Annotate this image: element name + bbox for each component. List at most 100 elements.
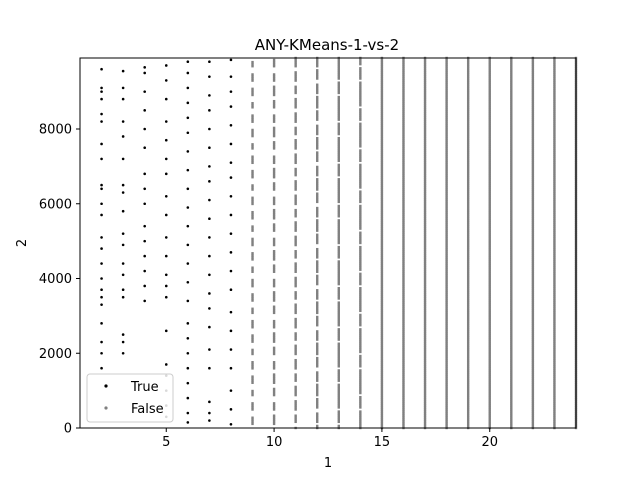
data-point-false (423, 116, 427, 119)
data-point-false (510, 313, 513, 317)
data-point-false (272, 293, 276, 296)
data-point-false (445, 188, 448, 191)
data-point-false (488, 204, 491, 208)
data-point-false (445, 398, 448, 401)
data-point-false (553, 321, 556, 325)
data-point-true (164, 138, 168, 142)
data-point-false (359, 130, 362, 134)
data-point-false (316, 295, 319, 298)
data-point-false (531, 237, 535, 241)
data-point-false (510, 422, 513, 426)
data-point-false (337, 389, 340, 393)
data-point-false (359, 85, 362, 88)
data-point-false (380, 247, 384, 251)
data-point-false (445, 274, 448, 278)
data-point-false (531, 293, 535, 296)
data-point-false (466, 264, 470, 267)
data-point-false (553, 334, 556, 337)
data-point-false (510, 227, 513, 230)
data-point-false (510, 358, 513, 362)
data-point-false (466, 414, 470, 417)
data-point-false (553, 202, 556, 206)
data-point-false (466, 180, 470, 183)
data-point-false (380, 188, 384, 191)
data-point-false (423, 184, 427, 187)
data-point-false (316, 414, 319, 417)
data-point-false (553, 352, 556, 356)
data-point-false (294, 153, 297, 156)
data-point-false (337, 363, 340, 366)
data-point-false (337, 223, 340, 226)
data-point-false (488, 120, 491, 123)
data-point-false (510, 381, 513, 384)
data-point-false (445, 381, 448, 384)
data-point-false (380, 178, 384, 181)
data-point-false (402, 252, 405, 255)
data-point-false (445, 169, 448, 173)
data-point-false (359, 422, 362, 426)
data-point-false (402, 344, 405, 347)
data-point-false (380, 363, 384, 366)
data-point-true (186, 187, 190, 191)
data-point-false (251, 173, 254, 177)
data-point-false (445, 83, 448, 86)
data-point-false (466, 60, 470, 64)
data-point-false (488, 58, 491, 62)
data-point-false (531, 139, 535, 142)
data-point-false (553, 309, 556, 313)
data-point-false (251, 210, 254, 214)
data-point-false (316, 350, 319, 354)
data-point-false (423, 112, 427, 115)
data-point-false (553, 65, 556, 68)
data-point-false (553, 252, 556, 255)
y-tick-label: 2000 (39, 347, 72, 362)
data-point-false (488, 87, 491, 91)
data-point-false (316, 126, 319, 130)
data-point-false (251, 102, 254, 105)
data-point-false (272, 307, 276, 310)
data-point-false (488, 266, 491, 269)
data-point-true (208, 75, 211, 78)
data-point-true (186, 421, 190, 424)
data-point-false (423, 206, 427, 210)
data-point-false (402, 317, 405, 321)
data-point-false (445, 424, 448, 428)
data-point-false (251, 65, 254, 68)
data-point-false (553, 155, 556, 158)
data-point-false (402, 62, 405, 66)
data-point-false (445, 363, 448, 366)
data-point-false (466, 391, 470, 395)
data-point-false (423, 406, 427, 409)
data-point-false (402, 104, 405, 107)
data-point-false (316, 215, 319, 218)
data-point-false (466, 155, 470, 158)
legend-marker-false (104, 406, 108, 410)
data-point-false (294, 173, 297, 177)
data-point-false (337, 361, 340, 364)
data-point-false (488, 85, 491, 88)
data-point-false (488, 252, 491, 255)
data-point-false (466, 171, 470, 175)
data-point-false (337, 289, 340, 292)
data-point-false (445, 268, 448, 271)
data-point-false (402, 188, 405, 191)
data-point-false (553, 180, 556, 183)
data-point-false (553, 149, 556, 152)
data-point-false (531, 153, 535, 156)
data-point-false (488, 95, 491, 99)
data-point-false (553, 420, 556, 424)
data-point-false (445, 217, 448, 220)
data-point-false (510, 383, 513, 387)
data-point-false (337, 186, 340, 189)
data-point-false (445, 293, 448, 296)
x-tick-label: 10 (266, 435, 283, 450)
data-point-false (423, 280, 427, 284)
data-point-false (337, 293, 340, 296)
data-point-false (553, 295, 556, 298)
data-point-false (510, 81, 513, 84)
data-point-false (272, 62, 276, 66)
data-point-false (337, 307, 340, 310)
data-point-true (143, 127, 146, 131)
data-point-false (553, 354, 556, 358)
data-point-false (510, 268, 513, 271)
